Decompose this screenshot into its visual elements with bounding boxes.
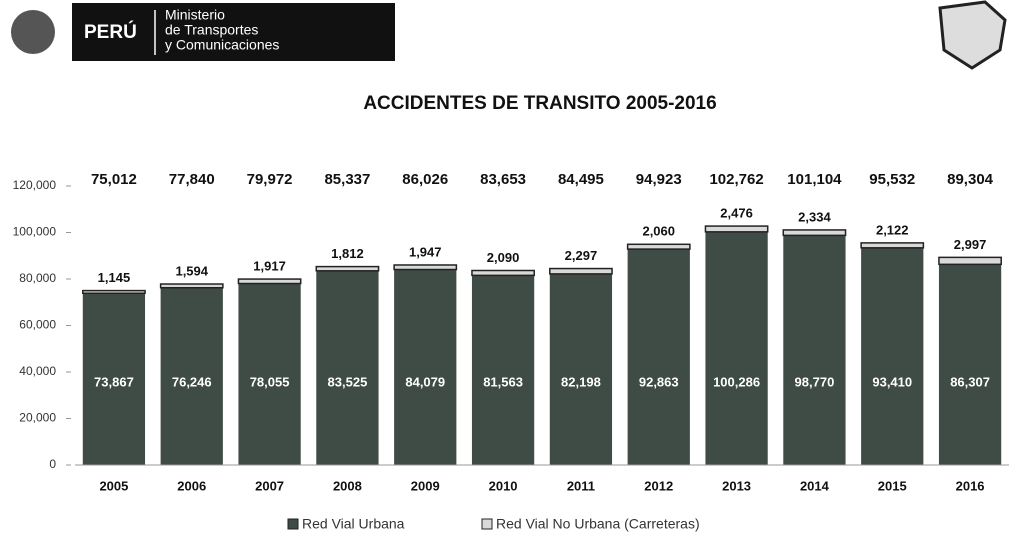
x-tick-label: 2009	[411, 478, 440, 493]
bar-segment	[938, 256, 1002, 266]
bar-segment	[860, 242, 925, 249]
total-label: 85,337	[324, 171, 370, 188]
bar-value-label: 2,334	[798, 209, 831, 224]
bar-segment	[782, 229, 847, 237]
x-tick-label: 2005	[99, 478, 128, 493]
bar-value-label: 2,060	[642, 224, 675, 239]
total-label: 94,923	[636, 171, 682, 188]
header-box	[72, 3, 395, 61]
bar-value-label: 2,297	[565, 248, 598, 263]
bar-segment	[705, 231, 768, 465]
legend-swatch	[287, 518, 299, 530]
y-tick-label: 80,000	[19, 271, 56, 285]
y-tick-label: 60,000	[19, 318, 56, 332]
x-tick-label: 2010	[489, 478, 518, 493]
total-label: 102,762	[709, 171, 763, 188]
x-tick-label: 2013	[722, 478, 751, 493]
bar-segment	[393, 264, 458, 271]
legend-label: Red Vial Urbana	[302, 516, 405, 532]
x-tick-label: 2016	[956, 478, 985, 493]
total-label: 79,972	[247, 171, 293, 188]
police-badge	[938, 0, 1007, 70]
bar-value-label: 98,770	[795, 374, 835, 389]
bar-value-label: 84,079	[405, 374, 445, 389]
bar-segment	[471, 275, 535, 465]
y-tick-label: 40,000	[19, 364, 56, 378]
bar-segment	[315, 265, 380, 272]
bar-value-label: 73,867	[94, 374, 134, 389]
legend-label: Red Vial No Urbana (Carreteras)	[496, 516, 700, 532]
x-tick-label: 2012	[644, 478, 673, 493]
bar-value-label: 1,145	[98, 270, 131, 285]
bar-value-label: 1,947	[409, 244, 442, 259]
bar-segment	[237, 278, 302, 285]
coat-of-arms	[11, 10, 55, 54]
ministry-line: Ministerio	[165, 7, 225, 23]
bar-value-label: 2,122	[876, 222, 909, 237]
bar-value-label: 86,307	[950, 374, 990, 389]
bar-segment	[159, 283, 224, 289]
bar-value-label: 81,563	[483, 374, 523, 389]
ministry-line: y Comunicaciones	[165, 37, 279, 53]
bar-value-label: 83,525	[328, 374, 368, 389]
legend-swatch	[481, 518, 493, 530]
total-label: 75,012	[91, 171, 137, 188]
bar-segment	[471, 269, 535, 277]
y-tick-label: 20,000	[19, 411, 56, 425]
total-label: 101,104	[787, 171, 842, 188]
bar-segment	[704, 225, 769, 233]
bar-segment	[394, 269, 457, 465]
bar-value-label: 1,812	[331, 246, 364, 261]
x-tick-label: 2006	[177, 478, 206, 493]
bar-segment	[549, 267, 613, 275]
total-label: 95,532	[869, 171, 915, 188]
bar-segment	[861, 247, 924, 465]
bar-value-label: 2,997	[954, 237, 987, 252]
bar-value-label: 2,476	[720, 206, 753, 221]
bar-value-label: 78,055	[250, 374, 290, 389]
x-tick-label: 2008	[333, 478, 362, 493]
bar-value-label: 82,198	[561, 374, 601, 389]
total-label: 86,026	[402, 171, 448, 188]
ministry-line: de Transportes	[165, 22, 258, 38]
total-label: 84,495	[558, 171, 604, 188]
total-label: 89,304	[947, 171, 994, 188]
bar-segment	[549, 273, 613, 465]
bar-segment	[783, 235, 846, 465]
x-tick-label: 2015	[878, 478, 907, 493]
bar-segment	[82, 293, 146, 465]
bar-value-label: 2,090	[487, 250, 520, 265]
x-tick-label: 2011	[567, 478, 595, 493]
bar-segment	[238, 283, 301, 465]
y-tick-label: 120,000	[13, 178, 57, 192]
chart-title: ACCIDENTES DE TRANSITO 2005-2016	[363, 93, 716, 114]
bar-value-label: 76,246	[172, 374, 212, 389]
bar-segment	[938, 264, 1002, 465]
bar-value-label: 93,410	[872, 374, 912, 389]
total-label: 77,840	[169, 171, 215, 188]
country: PERÚ	[84, 21, 137, 43]
bar-segment	[316, 270, 379, 465]
y-tick-label: 100,000	[13, 225, 57, 239]
y-tick-label: 0	[49, 457, 56, 471]
bar-value-label: 1,917	[253, 259, 286, 274]
bar-value-label: 92,863	[639, 374, 679, 389]
bar-segment	[160, 287, 223, 465]
bar-segment	[626, 243, 691, 250]
bar-segment	[627, 249, 690, 465]
x-tick-label: 2014	[800, 478, 830, 493]
bar-value-label: 1,594	[175, 263, 208, 278]
x-tick-label: 2007	[255, 478, 284, 493]
header: PERÚ Ministerio de Transportes y Comunic…	[11, 0, 1007, 70]
bar-value-label: 100,286	[713, 374, 760, 389]
total-label: 83,653	[480, 171, 526, 188]
bar-segment	[82, 289, 146, 295]
